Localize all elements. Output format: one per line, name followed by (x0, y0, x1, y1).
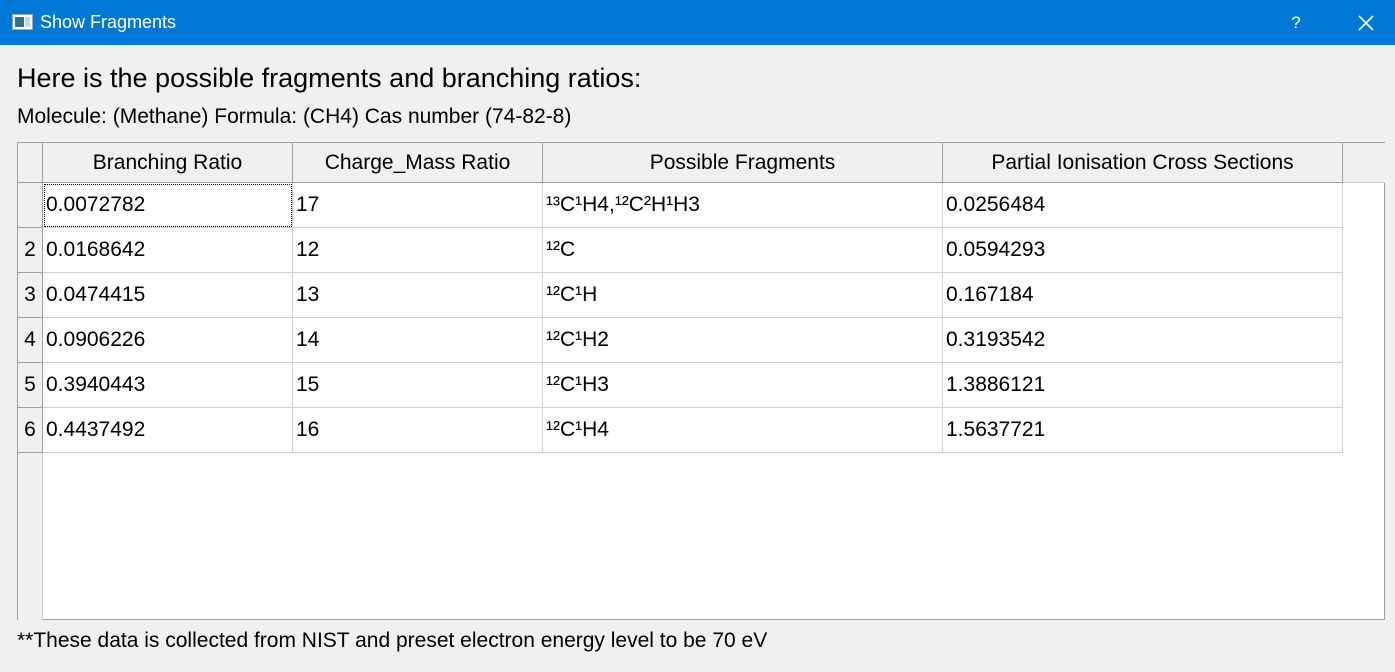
close-icon (1358, 14, 1374, 31)
possible-fragments-cell[interactable]: ¹²C¹H3 (543, 363, 943, 408)
cross-section-cell[interactable]: 0.167184 (943, 273, 1343, 318)
molecule-info: Molecule: (Methane) Formula: (CH4) Cas n… (17, 105, 572, 128)
branching-ratio-cell[interactable]: 0.3940443 (43, 363, 293, 408)
possible-fragments-cell[interactable]: ¹²C¹H2 (543, 318, 943, 363)
row-header[interactable]: 3 (18, 273, 43, 318)
cross-section-cell[interactable]: 1.5637721 (943, 408, 1343, 453)
cross-section-cell[interactable]: 0.3193542 (943, 318, 1343, 363)
cross-section-cell[interactable]: 0.0594293 (943, 228, 1343, 273)
branching-ratio-cell[interactable]: 0.0906226 (43, 318, 293, 363)
charge-mass-ratio-cell[interactable]: 14 (293, 318, 543, 363)
charge-mass-ratio-cell[interactable]: 16 (293, 408, 543, 453)
dialog-heading: Here is the possible fragments and branc… (17, 63, 642, 93)
col-header-charge-mass-ratio[interactable]: Charge_Mass Ratio (293, 143, 543, 183)
branching-ratio-cell[interactable]: 0.0474415 (43, 273, 293, 318)
charge-mass-ratio-cell[interactable]: 12 (293, 228, 543, 273)
app-window-icon (12, 14, 33, 30)
row-header[interactable]: 6 (18, 408, 43, 453)
col-header-branching-ratio[interactable]: Branching Ratio (43, 143, 293, 183)
row-header[interactable]: 4 (18, 318, 43, 363)
branching-ratio-cell[interactable]: 0.0072782 (43, 183, 293, 228)
branching-ratio-cell[interactable]: 0.4437492 (43, 408, 293, 453)
footer-note: **These data is collected from NIST and … (17, 629, 768, 652)
column-header-filler (1343, 143, 1385, 183)
window-title: Show Fragments (40, 12, 177, 32)
cross-section-cell[interactable]: 1.3886121 (943, 363, 1343, 408)
charge-mass-ratio-cell[interactable]: 15 (293, 363, 543, 408)
row-header[interactable]: 5 (18, 363, 43, 408)
close-button[interactable] (1342, 0, 1390, 45)
table-corner-button[interactable] (18, 143, 43, 183)
help-button[interactable]: ? (1291, 12, 1301, 32)
col-header-cross-sections[interactable]: Partial Ionisation Cross Sections (943, 143, 1343, 183)
possible-fragments-cell[interactable]: ¹²C (543, 228, 943, 273)
possible-fragments-cell[interactable]: ¹²C¹H4 (543, 408, 943, 453)
col-header-possible-fragments[interactable]: Possible Fragments (543, 143, 943, 183)
fragments-table[interactable]: Branching Ratio Charge_Mass Ratio Possible… (17, 142, 1385, 620)
row-header[interactable]: 2 (18, 228, 43, 273)
charge-mass-ratio-cell[interactable]: 17 (293, 183, 543, 228)
title-bar: Show Fragments ? (0, 0, 1395, 45)
charge-mass-ratio-cell[interactable]: 13 (293, 273, 543, 318)
cross-section-cell[interactable]: 0.0256484 (943, 183, 1343, 228)
possible-fragments-cell[interactable]: ¹³C¹H4,¹²C²H¹H3 (543, 183, 943, 228)
possible-fragments-cell[interactable]: ¹²C¹H (543, 273, 943, 318)
row-header[interactable] (18, 183, 43, 228)
branching-ratio-cell[interactable]: 0.0168642 (43, 228, 293, 273)
